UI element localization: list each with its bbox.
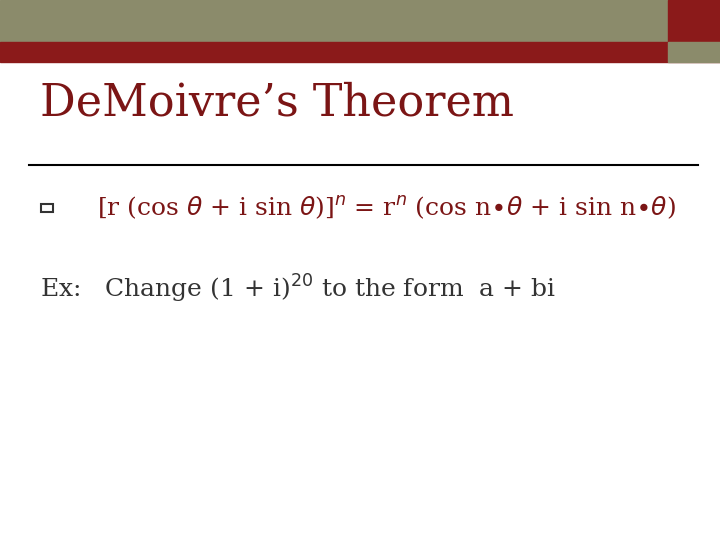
Text: Ex:   Change (1 + i)$^{20}$ to the form  a + bi: Ex: Change (1 + i)$^{20}$ to the form a … (40, 273, 556, 305)
Text: [r (cos $\theta$ + i sin $\theta$)]$^n$ = r$^n$ (cos n$\bullet\theta$ + i sin n$: [r (cos $\theta$ + i sin $\theta$)]$^n$ … (97, 194, 676, 222)
Bar (41, 204, 53, 212)
Text: DeMoivre’s Theorem: DeMoivre’s Theorem (40, 81, 513, 124)
